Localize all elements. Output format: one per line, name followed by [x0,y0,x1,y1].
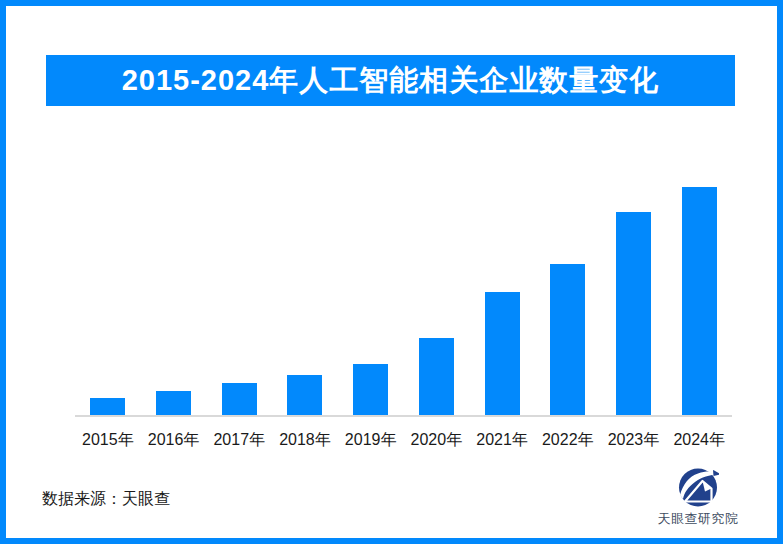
bar-column-2015年 [75,170,141,415]
bar-2024年 [682,187,717,415]
x-axis-label-2021年: 2021年 [469,430,535,451]
data-source-note: 数据来源：天眼查 [42,489,170,510]
bar-2016年 [156,391,191,415]
bar-column-2020年 [404,170,470,415]
x-axis-labels: 2015年2016年2017年2018年2019年2020年2021年2022年… [75,430,732,451]
x-axis-label-2018年: 2018年 [272,430,338,451]
x-axis-label-2022年: 2022年 [535,430,601,451]
bar-column-2017年 [206,170,272,415]
chart-title-banner: 2015-2024年人工智能相关企业数量变化 [46,55,735,106]
bar-column-2021年 [469,170,535,415]
bar-2021年 [485,292,520,415]
bar-2023年 [616,212,651,415]
bar-2019年 [353,364,388,415]
infographic-page: 2015-2024年人工智能相关企业数量变化 2015年2016年2017年20… [0,0,783,544]
bar-column-2022年 [535,170,601,415]
tianyancha-eye-icon [677,465,719,507]
x-axis-label-2019年: 2019年 [338,430,404,451]
x-axis-label-2023年: 2023年 [601,430,667,451]
x-axis-label-2017年: 2017年 [206,430,272,451]
bar-2018年 [287,375,322,415]
bar-column-2019年 [338,170,404,415]
x-axis-label-2015年: 2015年 [75,430,141,451]
x-axis-label-2016年: 2016年 [141,430,207,451]
tianyancha-research-logo: 天眼查研究院 [647,465,749,528]
x-axis-label-2020年: 2020年 [404,430,470,451]
bar-column-2024年 [666,170,732,415]
bar-2017年 [222,383,257,415]
bar-2022年 [550,264,585,415]
bar-column-2018年 [272,170,338,415]
tianyancha-logo-text: 天眼查研究院 [647,510,749,528]
bar-column-2023年 [601,170,667,415]
bar-2015年 [90,398,125,415]
page-title: 2015-2024年人工智能相关企业数量变化 [122,61,660,101]
bar-column-2016年 [141,170,207,415]
bar-chart-plot-area [75,170,732,417]
bar-2020年 [419,338,454,415]
x-axis-label-2024年: 2024年 [666,430,732,451]
